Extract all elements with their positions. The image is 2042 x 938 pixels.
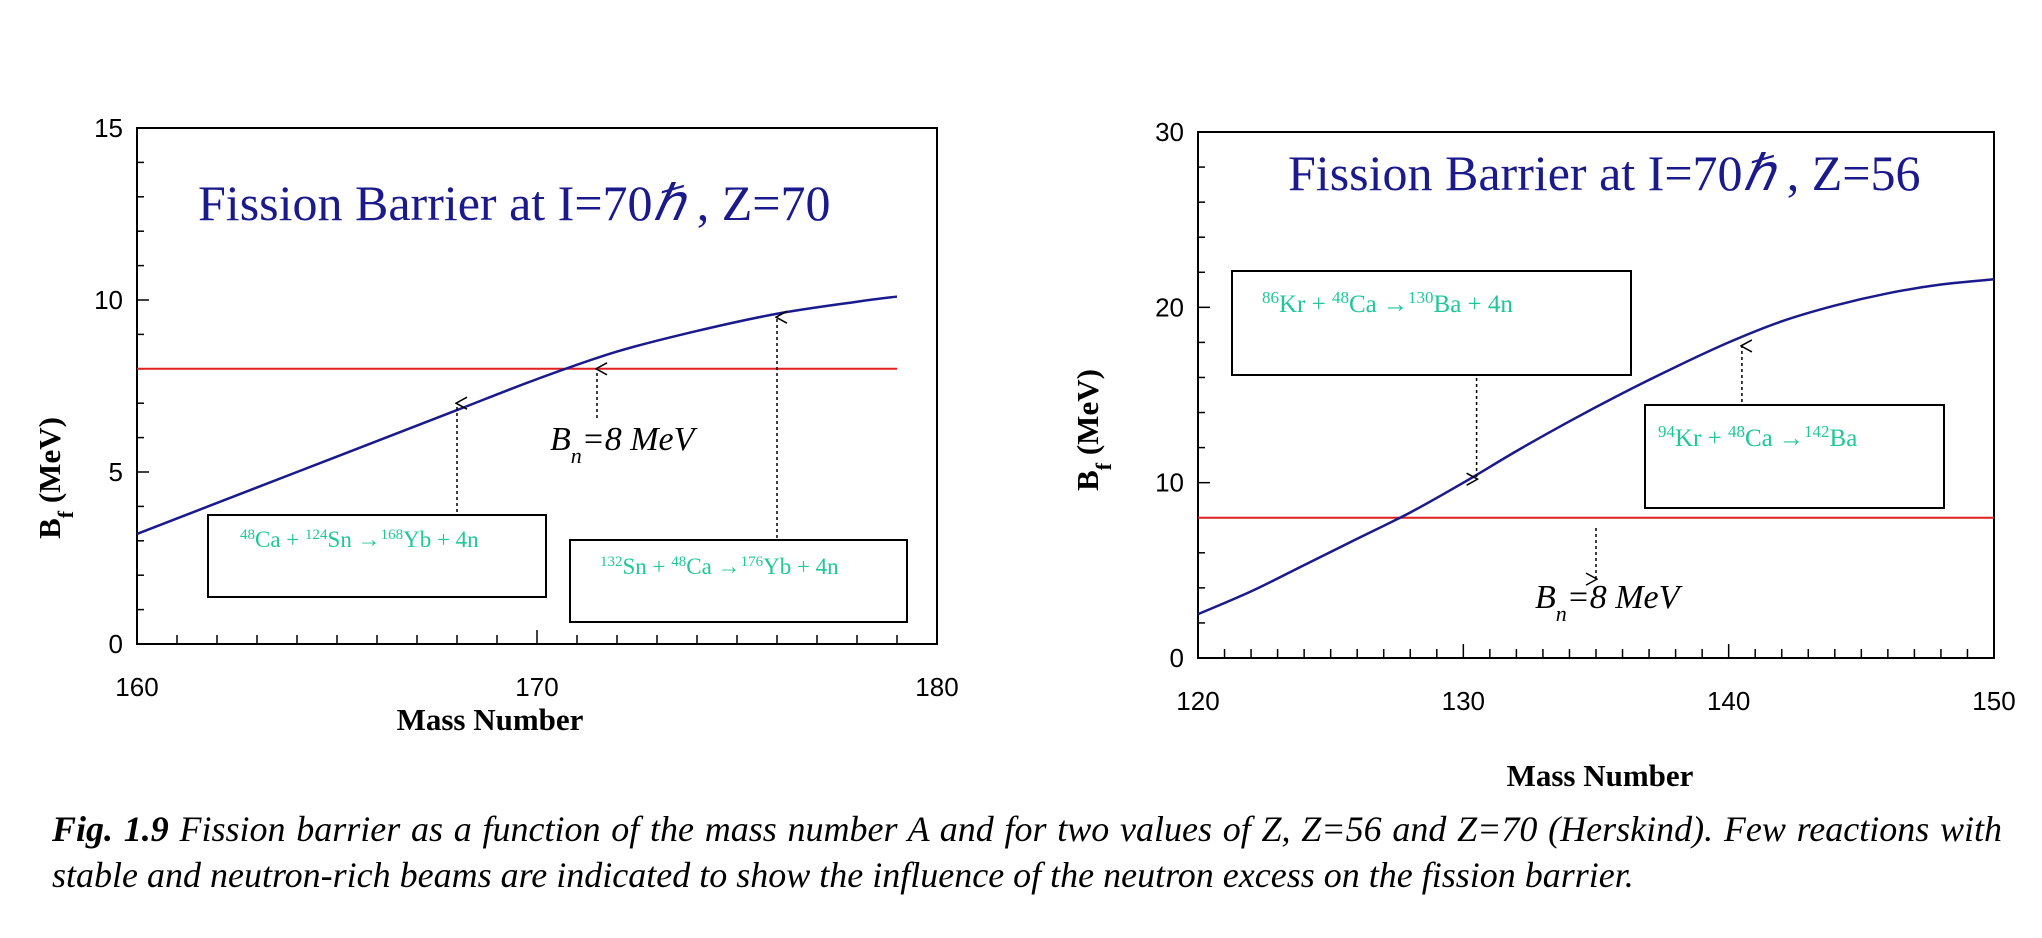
chart-z56: 0 10 20 30 120 130 140 150 Fission Barrier at … bbox=[1070, 117, 2016, 793]
fission-barrier-curve bbox=[136, 295, 898, 536]
x-tick-label: 180 bbox=[915, 672, 958, 702]
figure-caption: Fig. 1.9 Fission barrier as a function o… bbox=[52, 806, 2002, 898]
y-axis-label: Bf (MeV) bbox=[1070, 369, 1116, 491]
chart-title: Fission Barrier at I=70ℏ , Z=70 bbox=[198, 175, 830, 231]
reaction-label: 86Kr + 48Ca →130Ba + 4n bbox=[1262, 288, 1513, 319]
x-tick-label: 150 bbox=[1972, 686, 2015, 716]
x-ticks-left: 160 170 180 bbox=[115, 630, 959, 702]
reaction-label: 132Sn + 48Ca →176Yb + 4n bbox=[600, 554, 839, 579]
caption-text: Fission barrier as a function of the mas… bbox=[52, 809, 2002, 895]
chart-z70: 0 5 10 15 160 170 180 Fission Barrier at I=70… bbox=[32, 113, 959, 737]
y-tick-label: 0 bbox=[1170, 643, 1184, 673]
figure-plots: 0 5 10 15 160 170 180 Fission Barrier at I=70… bbox=[32, 113, 2016, 793]
x-axis-label: Mass Number bbox=[1507, 758, 1694, 793]
y-ticks-right: 0 10 20 30 bbox=[1155, 117, 1210, 673]
x-ticks-right: 120 130 140 150 bbox=[1176, 644, 2016, 716]
reaction-box bbox=[1644, 404, 1945, 509]
reaction-label: 94Kr + 48Ca →142Ba bbox=[1658, 422, 1857, 453]
x-tick-label: 160 bbox=[115, 672, 158, 702]
y-tick-label: 0 bbox=[109, 629, 123, 659]
x-axis-label: Mass Number bbox=[397, 702, 584, 737]
y-axis-label: Bf (MeV) bbox=[32, 417, 78, 539]
y-ticks-left: 0 5 10 15 bbox=[94, 113, 149, 659]
y-tick-label: 20 bbox=[1155, 292, 1184, 322]
x-tick-label: 120 bbox=[1176, 686, 1219, 716]
reaction-label: 48Ca + 124Sn →168Yb + 4n bbox=[240, 527, 479, 552]
reaction-box bbox=[1231, 270, 1632, 376]
y-tick-label: 30 bbox=[1155, 117, 1184, 147]
fission-barrier-curve bbox=[1197, 278, 1995, 616]
x-tick-label: 130 bbox=[1442, 686, 1485, 716]
x-tick-label: 170 bbox=[515, 672, 558, 702]
reaction-box bbox=[207, 514, 547, 598]
y-tick-label: 10 bbox=[94, 285, 123, 315]
x-tick-label: 140 bbox=[1707, 686, 1750, 716]
bn-label: Bn=8 MeV bbox=[1535, 579, 1684, 626]
y-tick-label: 10 bbox=[1155, 468, 1184, 498]
figure-number: Fig. 1.9 bbox=[52, 809, 169, 849]
y-tick-label: 5 bbox=[109, 457, 123, 487]
bn-label: Bn=8 MeV bbox=[550, 421, 699, 468]
reaction-box bbox=[569, 539, 908, 623]
y-tick-label: 15 bbox=[94, 113, 123, 143]
chart-title: Fission Barrier at I=70ℏ , Z=56 bbox=[1288, 145, 1920, 201]
